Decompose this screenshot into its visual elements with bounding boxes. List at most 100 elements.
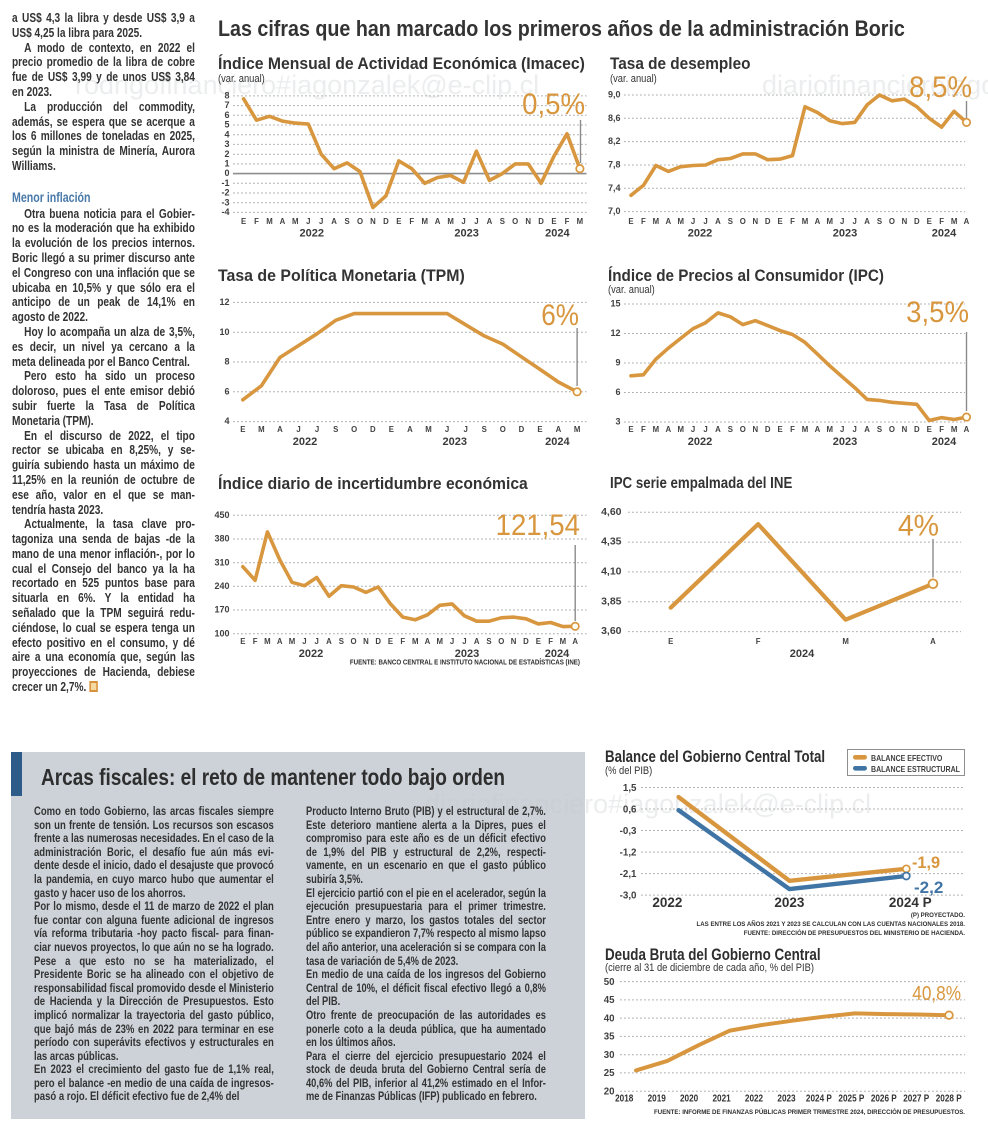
svg-text:O: O	[351, 425, 357, 434]
svg-text:M: M	[827, 425, 834, 434]
svg-text:O: O	[357, 217, 363, 226]
svg-text:A: A	[474, 637, 480, 646]
svg-text:F: F	[790, 425, 795, 434]
svg-text:M: M	[827, 217, 834, 226]
svg-text:2023: 2023	[777, 1091, 795, 1103]
svg-text:J: J	[302, 637, 306, 646]
svg-text:N: N	[752, 425, 758, 434]
svg-text:J: J	[306, 217, 310, 226]
svg-text:2025 P: 2025 P	[838, 1091, 864, 1103]
svg-text:J: J	[703, 425, 707, 434]
svg-text:J: J	[840, 425, 844, 434]
svg-text:35: 35	[604, 1032, 615, 1043]
svg-text:20: 20	[604, 1086, 615, 1097]
svg-text:A: A	[665, 217, 671, 226]
svg-text:E: E	[927, 425, 932, 434]
svg-text:0: 0	[224, 168, 229, 178]
svg-text:6: 6	[615, 387, 620, 397]
svg-text:E: E	[628, 425, 633, 434]
svg-text:O: O	[500, 425, 506, 434]
svg-text:N: N	[752, 217, 758, 226]
svg-text:2024: 2024	[932, 436, 957, 448]
svg-text:J: J	[703, 217, 707, 226]
svg-text:O: O	[740, 425, 746, 434]
svg-text:A: A	[864, 217, 870, 226]
svg-text:100: 100	[214, 628, 229, 638]
svg-text:-1,2: -1,2	[620, 847, 637, 858]
svg-text:2024: 2024	[545, 228, 570, 240]
svg-text:J: J	[315, 425, 319, 434]
svg-text:30: 30	[604, 1050, 615, 1061]
svg-text:8: 8	[224, 357, 229, 367]
svg-text:-0,3: -0,3	[620, 826, 637, 837]
svg-text:M: M	[560, 637, 567, 646]
svg-text:M: M	[421, 217, 428, 226]
svg-text:M: M	[677, 425, 684, 434]
svg-text:40,8%: 40,8%	[912, 982, 961, 1005]
svg-text:A: A	[964, 425, 970, 434]
svg-text:2023: 2023	[454, 228, 478, 240]
svg-text:N: N	[511, 637, 517, 646]
svg-text:2022: 2022	[300, 228, 324, 240]
svg-text:12: 12	[610, 328, 620, 338]
svg-text:S: S	[728, 217, 733, 226]
svg-text:M: M	[653, 425, 660, 434]
svg-text:A: A	[556, 425, 562, 434]
svg-text:50: 50	[604, 977, 615, 988]
svg-text:BALANCE EFECTIVO: BALANCE EFECTIVO	[871, 753, 943, 763]
svg-text:2023: 2023	[833, 436, 857, 448]
svg-text:S: S	[333, 425, 338, 434]
svg-text:4,60: 4,60	[601, 506, 622, 518]
svg-text:S: S	[728, 425, 733, 434]
svg-text:FUENTE: DIRECCIÓN DE PRESUPUES: FUENTE: DIRECCIÓN DE PRESUPUESTOS DEL MI…	[744, 928, 965, 937]
svg-text:121,54: 121,54	[496, 509, 580, 542]
svg-text:A: A	[572, 637, 578, 646]
svg-text:9: 9	[615, 358, 620, 368]
svg-text:2022: 2022	[688, 228, 712, 240]
svg-text:J: J	[840, 217, 844, 226]
svg-text:O: O	[351, 637, 357, 646]
svg-text:M: M	[951, 217, 958, 226]
svg-text:M: M	[258, 425, 265, 434]
svg-text:M: M	[425, 425, 432, 434]
svg-text:F: F	[565, 217, 570, 226]
svg-text:0,6: 0,6	[623, 804, 637, 815]
svg-text:FUENTE: INFORME DE FINANZAS PÚ: FUENTE: INFORME DE FINANZAS PÚBLICAS PRI…	[654, 1107, 965, 1116]
svg-text:M: M	[842, 637, 849, 646]
svg-text:F: F	[641, 217, 646, 226]
svg-text:A: A	[277, 637, 283, 646]
svg-text:F: F	[756, 637, 761, 646]
svg-text:2: 2	[224, 149, 229, 159]
svg-text:O: O	[512, 217, 518, 226]
svg-text:-1: -1	[221, 178, 229, 188]
svg-text:3,60: 3,60	[601, 625, 622, 637]
svg-text:3,5%: 3,5%	[906, 296, 969, 329]
svg-text:M: M	[412, 637, 419, 646]
svg-text:-3: -3	[221, 197, 229, 207]
svg-text:N: N	[363, 637, 369, 646]
svg-text:D: D	[375, 637, 381, 646]
svg-text:450: 450	[214, 510, 229, 520]
svg-text:10: 10	[219, 327, 229, 337]
svg-text:F: F	[253, 637, 258, 646]
svg-text:J: J	[691, 217, 695, 226]
svg-text:9,0: 9,0	[608, 90, 621, 100]
svg-text:E: E	[537, 425, 542, 434]
svg-text:6: 6	[224, 386, 229, 396]
svg-text:J: J	[315, 637, 319, 646]
svg-text:F: F	[548, 637, 553, 646]
svg-text:N: N	[902, 425, 908, 434]
svg-text:F: F	[790, 217, 795, 226]
svg-text:E: E	[628, 217, 633, 226]
svg-text:E: E	[777, 217, 782, 226]
svg-text:M: M	[289, 637, 296, 646]
svg-text:S: S	[486, 637, 491, 646]
svg-text:4: 4	[224, 416, 229, 426]
svg-text:D: D	[765, 425, 771, 434]
svg-text:M: M	[574, 425, 581, 434]
svg-text:8,2: 8,2	[608, 136, 621, 146]
svg-text:M: M	[802, 217, 809, 226]
svg-text:2019: 2019	[648, 1091, 666, 1103]
svg-text:M: M	[266, 217, 273, 226]
svg-text:M: M	[292, 217, 299, 226]
